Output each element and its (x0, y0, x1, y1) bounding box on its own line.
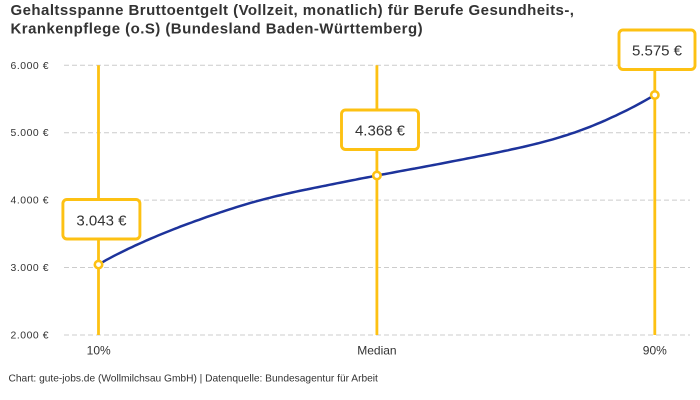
svg-text:5.575 €: 5.575 € (632, 42, 683, 59)
svg-text:90%: 90% (643, 343, 667, 357)
svg-text:Krankenpflege (o.S) (Bundeslan: Krankenpflege (o.S) (Bundesland Baden-Wü… (11, 21, 424, 38)
svg-text:3.000 €: 3.000 € (11, 263, 50, 274)
svg-text:4.000 €: 4.000 € (11, 196, 50, 207)
svg-text:Median: Median (357, 343, 396, 357)
svg-text:Gehaltsspanne Bruttoentgelt (V: Gehaltsspanne Bruttoentgelt (Vollzeit, m… (11, 2, 575, 19)
svg-text:4.368 €: 4.368 € (355, 122, 406, 139)
svg-text:2.000 €: 2.000 € (11, 331, 50, 342)
svg-text:10%: 10% (87, 343, 111, 357)
svg-text:5.000 €: 5.000 € (11, 128, 50, 139)
svg-text:6.000 €: 6.000 € (11, 61, 50, 72)
svg-text:Chart: gute-jobs.de (Wollmilch: Chart: gute-jobs.de (Wollmilchsau GmbH) … (9, 374, 379, 385)
svg-text:3.043 €: 3.043 € (76, 212, 127, 229)
